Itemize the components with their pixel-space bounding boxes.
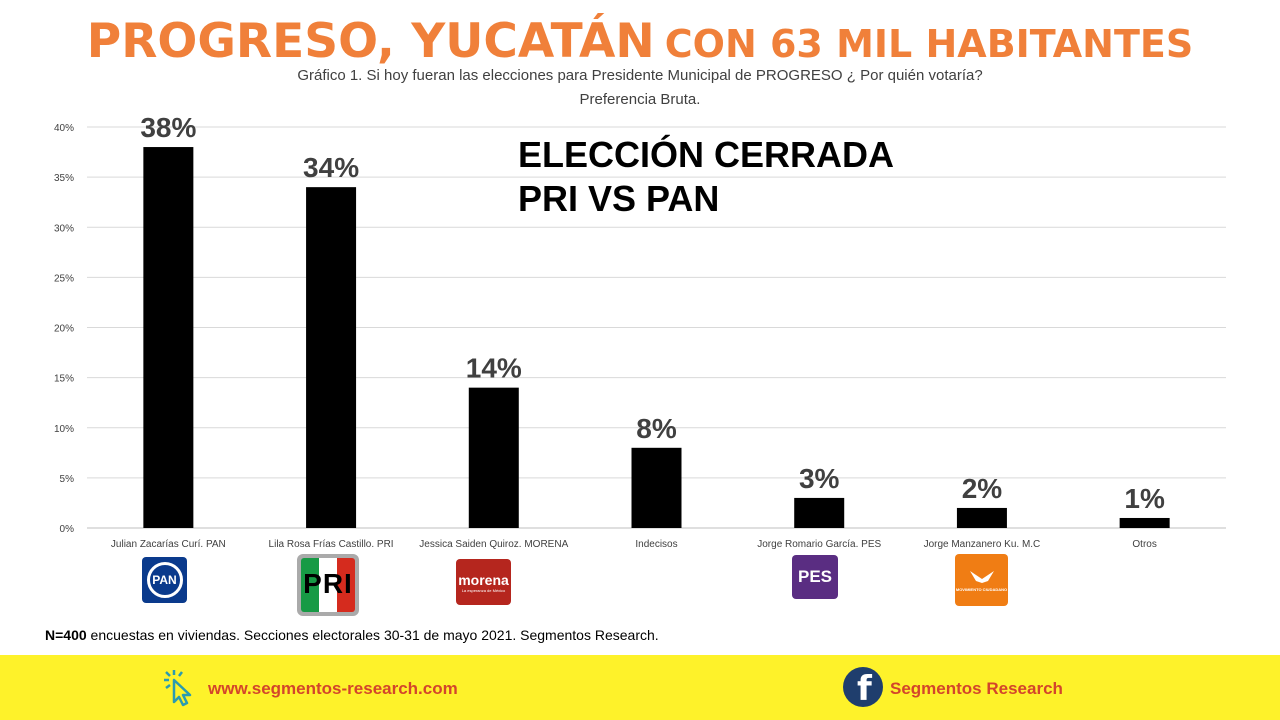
bar	[631, 447, 682, 528]
data-label: 2%	[962, 473, 1003, 504]
y-tick-label: 25%	[54, 273, 74, 284]
page-title: PROGRESO, YUCATÁN CON 63 MIL HABITANTES	[0, 14, 1280, 69]
pri-logo-text: PRI	[303, 568, 353, 599]
pes-logo-text: PES	[797, 567, 833, 586]
data-label: 3%	[799, 463, 840, 494]
bar	[306, 187, 357, 528]
pes-logo: PES	[792, 555, 838, 599]
pan-logo-text: PAN	[152, 573, 177, 587]
footer-bar	[0, 655, 1280, 720]
morena-logo: morena La esperanza de México	[456, 559, 511, 605]
cursor-click-icon	[164, 670, 192, 707]
callout: ELECCIÓN CERRADA PRI VS PAN	[518, 133, 894, 221]
y-tick-label: 35%	[54, 173, 74, 184]
y-tick-label: 5%	[60, 474, 75, 485]
y-tick-label: 20%	[54, 324, 74, 335]
y-tick-label: 30%	[54, 223, 74, 234]
data-label: 8%	[636, 413, 677, 444]
facebook-f-glyph: f	[857, 669, 872, 709]
pan-logo: PAN	[142, 557, 187, 603]
data-label: 1%	[1124, 483, 1165, 514]
y-tick-label: 0%	[60, 524, 75, 535]
bar	[143, 147, 194, 529]
chart-subtitle-line2: Preferencia Bruta.	[579, 91, 701, 108]
data-label: 14%	[466, 353, 522, 384]
y-tick-label: 40%	[54, 123, 74, 134]
x-category-label: Julian Zacarías Curí. PAN	[111, 539, 226, 550]
morena-logo-text: morena	[458, 571, 509, 588]
bar	[956, 507, 1007, 528]
y-tick-label: 10%	[54, 424, 74, 435]
footnote: N=400 encuestas en viviendas. Secciones …	[45, 627, 659, 643]
x-category-label: Indecisos	[635, 539, 677, 550]
website-link[interactable]: www.segmentos-research.com	[208, 679, 458, 698]
x-category-label: Jessica Saiden Quiroz. MORENA	[419, 539, 568, 550]
chart-subtitle-line1: Gráfico 1. Si hoy fueran las elecciones …	[297, 67, 983, 84]
bar	[468, 387, 519, 528]
x-category-label: Jorge Manzanero Ku. M.C	[924, 539, 1041, 550]
morena-logo-tagline: La esperanza de México	[461, 587, 506, 593]
mc-logo-text: MOVIMIENTO CIUDADANO	[955, 586, 1008, 592]
footnote-text: encuestas en viviendas. Secciones electo…	[86, 627, 659, 643]
x-category-label: Jorge Romario García. PES	[757, 539, 881, 550]
y-tick-label: 15%	[54, 374, 74, 385]
callout-line2: PRI VS PAN	[518, 178, 720, 219]
data-label: 34%	[303, 152, 359, 183]
data-label: 38%	[140, 112, 196, 143]
facebook-page-link[interactable]: Segmentos Research	[890, 679, 1063, 698]
eagle-icon	[969, 570, 994, 583]
bar	[794, 497, 845, 528]
mc-logo: MOVIMIENTO CIUDADANO	[955, 554, 1008, 606]
bar-chart: 0% 5% 10% 15% 20% 25% 30% 35% 40% 38% Julian Zacar…	[54, 112, 1226, 550]
callout-line1: ELECCIÓN CERRADA	[518, 134, 895, 175]
facebook-icon[interactable]	[843, 667, 883, 707]
bar	[1119, 517, 1170, 528]
x-category-label: Lila Rosa Frías Castillo. PRI	[269, 539, 394, 550]
x-category-label: Otros	[1132, 539, 1156, 550]
title-suffix: CON 63 MIL HABITANTES	[664, 22, 1194, 66]
pri-logo: PRI	[297, 554, 359, 616]
title-main: PROGRESO, YUCATÁN	[86, 14, 655, 69]
footnote-sample-size: N=400	[45, 627, 87, 643]
